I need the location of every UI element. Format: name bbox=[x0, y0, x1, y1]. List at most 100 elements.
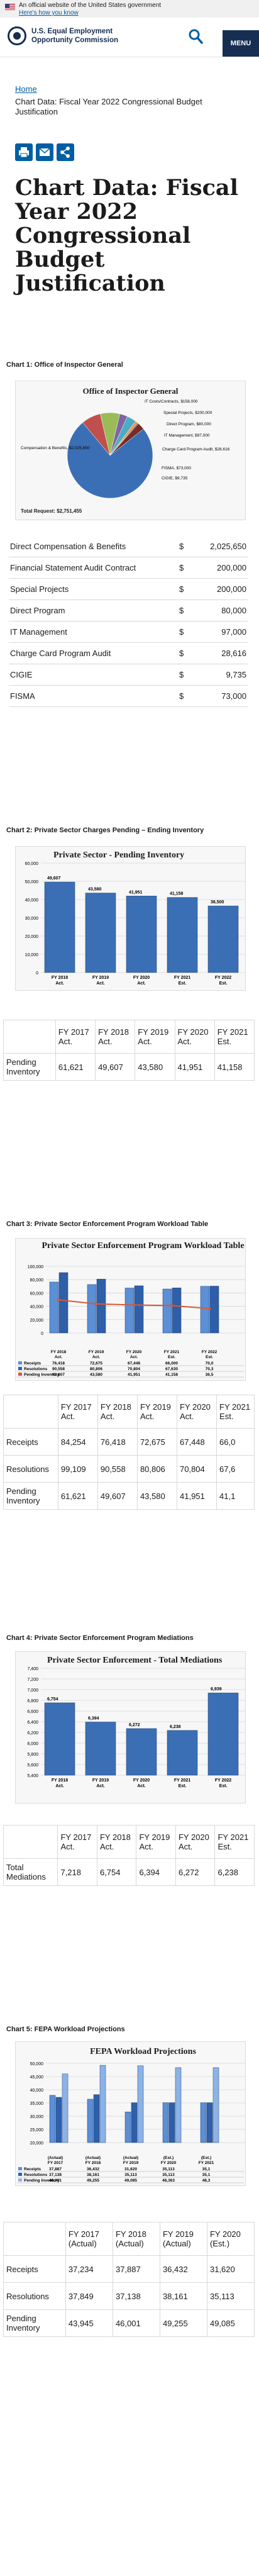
pie-slice-label: Direct Program, $80,000 bbox=[167, 422, 211, 427]
chart-1-title: Office of Inspector General bbox=[82, 386, 179, 396]
table-cell: 49,085 bbox=[206, 2309, 255, 2337]
legend-label: Resolutions bbox=[24, 1367, 48, 1371]
eeoc-logo[interactable] bbox=[8, 26, 26, 45]
x-tick-label: FY 2018 bbox=[51, 1350, 67, 1354]
row-label: Financial Statement Audit Contract bbox=[9, 557, 178, 579]
row-currency: $ bbox=[178, 664, 199, 686]
search-button[interactable] bbox=[187, 28, 204, 45]
breadcrumb-home[interactable]: Home bbox=[15, 84, 37, 94]
y-tick-label: 5,600 bbox=[27, 1763, 38, 1768]
legend-label: Pending Inventory bbox=[24, 1373, 60, 1377]
table-cell: 38,161 bbox=[159, 2282, 207, 2310]
y-tick-label: 60,000 bbox=[30, 1291, 44, 1296]
x-tick-label: FY 2022 bbox=[202, 1350, 218, 1354]
legend-swatch bbox=[18, 1373, 22, 1376]
bar-value-label: 49,607 bbox=[47, 876, 61, 881]
legend-value: 72,675 bbox=[90, 1361, 102, 1366]
pie-slice-label: IT Costs/Contracts, $158,000 bbox=[145, 399, 198, 404]
line-point bbox=[132, 1303, 136, 1307]
legend-value: 38,161 bbox=[87, 2173, 99, 2177]
x-tick-label: FY 2021 bbox=[174, 976, 190, 980]
pie-slice-label: Special Projects, $200,000 bbox=[163, 411, 212, 415]
y-tick-label: 40,000 bbox=[30, 2088, 44, 2093]
y-tick-label: 6,000 bbox=[27, 1742, 38, 1746]
table-cell: 67,448 bbox=[176, 1428, 218, 1456]
table-header-row: FY 2017 Act. FY 2018 Act. FY 2019 Act. FY 2… bbox=[3, 1825, 255, 1859]
x-tick-label: FY 2020 bbox=[133, 976, 150, 980]
legend-value: 67,448 bbox=[128, 1361, 140, 1366]
share-icon bbox=[60, 147, 70, 158]
bar bbox=[137, 2065, 144, 2143]
legend-value: 37,887 bbox=[49, 2167, 62, 2172]
y-tick-label: 7,200 bbox=[27, 1678, 38, 1682]
x-tick-label: FY 2021 bbox=[164, 1350, 180, 1354]
gov-banner-link[interactable]: Here's how you know bbox=[19, 9, 79, 16]
column-header: FY 2019 Act. bbox=[136, 1825, 176, 1859]
row-amount: 9,735 bbox=[199, 664, 248, 686]
x-tick-label: FY 2019 bbox=[123, 2161, 139, 2165]
print-button[interactable] bbox=[15, 143, 33, 161]
bar bbox=[44, 1702, 75, 1776]
table-cell: 76,418 bbox=[97, 1428, 138, 1456]
legend-label: Resolutions bbox=[24, 2173, 48, 2177]
table-cell: 37,138 bbox=[112, 2282, 160, 2310]
legend-value: 35,1 bbox=[202, 2173, 211, 2177]
column-header: FY 2017 (Actual) bbox=[65, 2222, 113, 2256]
table-cell: 6,238 bbox=[214, 1858, 255, 1886]
x-tick-label: Est. bbox=[179, 1784, 187, 1788]
y-tick-label: 0 bbox=[36, 971, 38, 976]
bar bbox=[62, 2073, 69, 2143]
bar bbox=[99, 2065, 106, 2143]
column-header: FY 2017 Act. bbox=[57, 1825, 97, 1859]
chart-4-title: Private Sector Enforcement - Total Media… bbox=[47, 1656, 223, 1665]
legend-value: 70,3 bbox=[206, 1367, 214, 1371]
legend-value: 49,607 bbox=[52, 1373, 65, 1377]
chart-3-table: FY 2017 Act. FY 2018 Act. FY 2019 Act. FY 2… bbox=[3, 1395, 255, 1510]
row-amount: 200,000 bbox=[199, 557, 248, 579]
column-header: FY 2021 Est. bbox=[214, 1825, 255, 1859]
legend-value: 46,001 bbox=[49, 2178, 62, 2183]
x-tick-label: Act. bbox=[55, 1784, 63, 1788]
line-point bbox=[207, 1307, 211, 1310]
table-cell: 43,945 bbox=[65, 2309, 113, 2337]
table-cell: 66,0 bbox=[216, 1428, 255, 1456]
x-tick-label: (Est.) bbox=[163, 2156, 174, 2160]
chart-2-heading: Chart 2: Private Sector Charges Pending … bbox=[6, 827, 204, 834]
table-header-row: FY 2017 (Actual) FY 2018 (Actual) FY 2019 … bbox=[3, 2222, 255, 2256]
chart-1-footer: Total Request: $2,751,455 bbox=[21, 508, 82, 514]
row-currency: $ bbox=[178, 621, 199, 643]
x-tick-label: (Actual) bbox=[85, 2156, 101, 2160]
x-tick-label: (Actual) bbox=[123, 2156, 138, 2160]
y-tick-label: 50,000 bbox=[30, 2062, 44, 2066]
x-tick-label: Act. bbox=[137, 1784, 145, 1788]
table-cell: 84,254 bbox=[57, 1428, 98, 1456]
row-label: Pending Inventory bbox=[3, 1053, 56, 1081]
legend-swatch bbox=[18, 2178, 22, 2182]
table-row: Direct Program $80,000 bbox=[9, 599, 248, 622]
bar bbox=[167, 1730, 198, 1776]
legend-value: 35,1 bbox=[202, 2167, 211, 2172]
legend-value: 48,363 bbox=[162, 2178, 175, 2183]
y-tick-label: 20,000 bbox=[30, 1319, 44, 1323]
chart-2-box: Private Sector - Pending Inventory 0 10,0… bbox=[15, 846, 246, 991]
email-button[interactable] bbox=[36, 143, 53, 161]
share-button[interactable] bbox=[57, 143, 74, 161]
y-tick-label: 30,000 bbox=[30, 2115, 44, 2119]
agency-name[interactable]: U.S. Equal Employment Opportunity Commis… bbox=[31, 27, 119, 45]
legend-value: 36,5 bbox=[206, 1373, 214, 1377]
pie-slice-label: Compensation & Benefits, $2,025,650 bbox=[21, 446, 90, 450]
table-row: FISMA $73,000 bbox=[9, 685, 248, 707]
table-cell: 61,621 bbox=[55, 1053, 96, 1081]
menu-button[interactable]: MENU bbox=[223, 30, 259, 57]
legend-value: 41,951 bbox=[128, 1373, 140, 1377]
table-cell: 99,109 bbox=[57, 1455, 98, 1483]
bar-value-label: 6,238 bbox=[170, 1725, 181, 1729]
chart-3-heading: Chart 3: Private Sector Enforcement Prog… bbox=[6, 1220, 209, 1228]
bar-value-label: 41,158 bbox=[170, 892, 184, 896]
column-header bbox=[3, 1825, 58, 1859]
line-point bbox=[57, 1298, 60, 1302]
row-currency: $ bbox=[178, 578, 199, 600]
chart-2-title: Private Sector - Pending Inventory bbox=[53, 850, 185, 860]
table-cell: 6,272 bbox=[175, 1858, 216, 1886]
